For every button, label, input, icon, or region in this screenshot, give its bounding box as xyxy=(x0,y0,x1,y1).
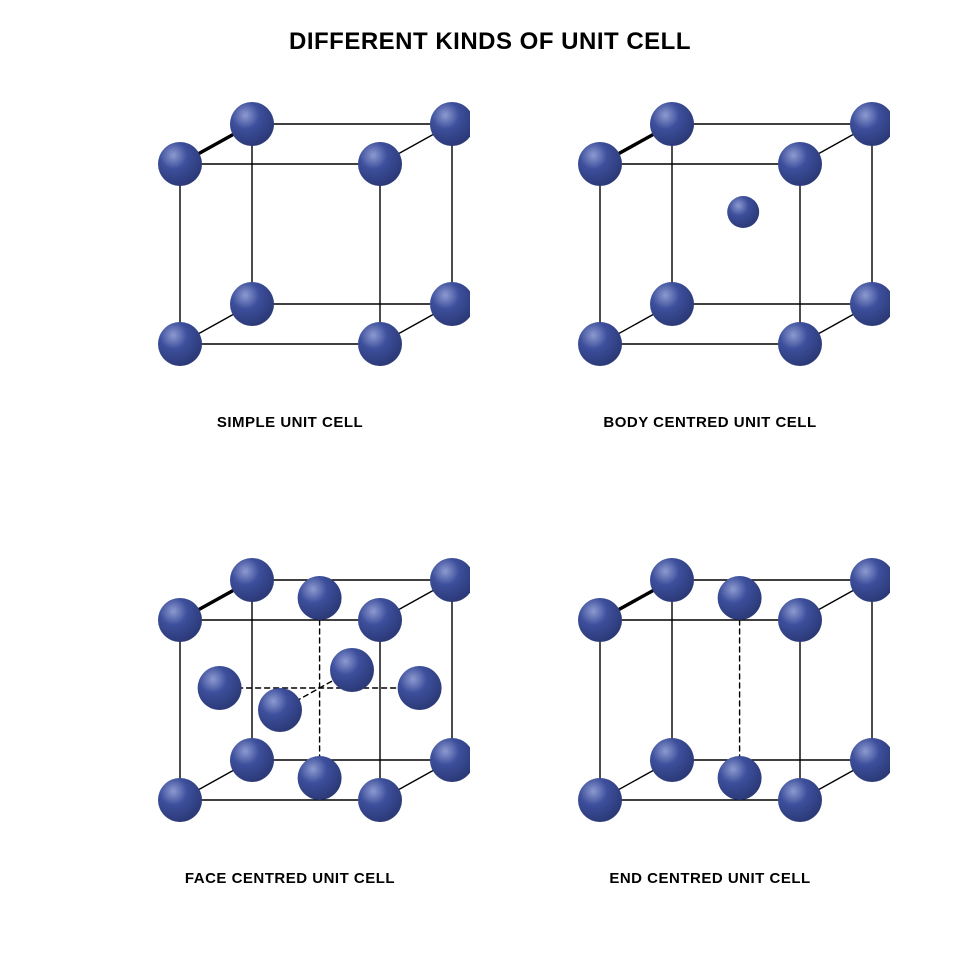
atom xyxy=(430,738,470,782)
atom xyxy=(650,282,694,326)
unit-cell-svg xyxy=(110,520,470,860)
atom xyxy=(430,102,470,146)
atom xyxy=(650,558,694,602)
atom xyxy=(727,196,759,228)
unit-cell-svg xyxy=(530,64,890,404)
atom xyxy=(778,598,822,642)
unit-cell-svg xyxy=(110,64,470,404)
atom xyxy=(358,322,402,366)
atom xyxy=(778,322,822,366)
page: DIFFERENT KINDS OF UNIT CELL SIMPLE UNIT… xyxy=(0,0,980,980)
atom xyxy=(850,282,890,326)
atom xyxy=(850,558,890,602)
atom xyxy=(358,778,402,822)
unit-cell-panel-end-centred: END CENTRED UNIT CELL xyxy=(530,520,890,960)
atom xyxy=(230,102,274,146)
atom xyxy=(258,688,302,732)
atom xyxy=(430,282,470,326)
panel-caption: END CENTRED UNIT CELL xyxy=(530,870,890,887)
atom xyxy=(718,576,762,620)
atom xyxy=(578,322,622,366)
atom xyxy=(650,102,694,146)
atom xyxy=(358,142,402,186)
atom xyxy=(578,142,622,186)
atom xyxy=(330,648,374,692)
atom xyxy=(230,282,274,326)
panel-caption: SIMPLE UNIT CELL xyxy=(110,414,470,431)
atom xyxy=(230,738,274,782)
panel-caption: BODY CENTRED UNIT CELL xyxy=(530,414,890,431)
atom xyxy=(850,102,890,146)
unit-cell-panel-body-centred: BODY CENTRED UNIT CELL xyxy=(530,64,890,504)
atom xyxy=(778,142,822,186)
atom xyxy=(198,666,242,710)
atom xyxy=(578,598,622,642)
atom xyxy=(358,598,402,642)
atom xyxy=(578,778,622,822)
unit-cell-panel-face-centred: FACE CENTRED UNIT CELL xyxy=(110,520,470,960)
atom xyxy=(230,558,274,602)
page-title: DIFFERENT KINDS OF UNIT CELL xyxy=(0,28,980,56)
atom xyxy=(298,756,342,800)
atom xyxy=(850,738,890,782)
atom xyxy=(778,778,822,822)
atom xyxy=(398,666,442,710)
atom xyxy=(718,756,762,800)
atom xyxy=(430,558,470,602)
unit-cell-svg xyxy=(530,520,890,860)
atom xyxy=(650,738,694,782)
atom xyxy=(298,576,342,620)
atom xyxy=(158,778,202,822)
atom xyxy=(158,598,202,642)
atom xyxy=(158,322,202,366)
panel-caption: FACE CENTRED UNIT CELL xyxy=(110,870,470,887)
atom xyxy=(158,142,202,186)
unit-cell-panel-simple: SIMPLE UNIT CELL xyxy=(110,64,470,504)
